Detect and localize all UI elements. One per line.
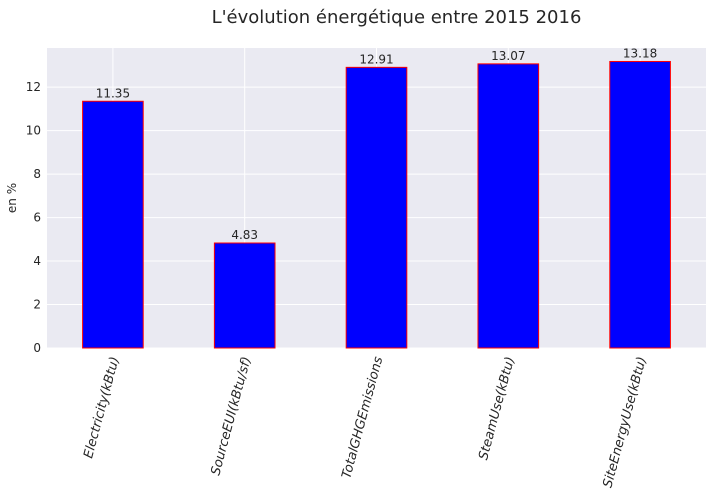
y-tick-label: 10 <box>26 124 41 138</box>
x-tick-label: SteamUse(kBtu) <box>476 355 518 461</box>
bar-value-label: 13.07 <box>491 49 525 63</box>
data-labels: 11.35 4.83 12.91 13.07 13.18 <box>96 46 658 242</box>
bars <box>82 60 671 349</box>
y-tick-label: 12 <box>26 80 41 94</box>
x-tick-label: TotalGHGEmissions <box>339 355 386 480</box>
y-tick-label: 8 <box>33 167 41 181</box>
bar <box>82 100 144 349</box>
y-tick-label: 0 <box>33 341 41 355</box>
y-axis-ticks: 0 2 4 6 8 10 12 <box>26 80 41 355</box>
bar <box>213 242 276 349</box>
y-axis-label: en % <box>5 183 19 213</box>
bar-value-label: 13.18 <box>623 46 657 60</box>
x-axis-ticks: Electricity(kBtu) SourceEUI(kBtu/sf) Total… <box>81 355 650 489</box>
bar-value-label: 11.35 <box>96 86 130 100</box>
chart-title: L'évolution énergétique entre 2015 2016 <box>212 7 582 28</box>
bar <box>477 63 540 349</box>
y-tick-label: 2 <box>33 298 41 312</box>
bar <box>345 66 408 349</box>
x-tick-label: SiteEnergyUse(kBtu) <box>601 355 650 489</box>
bar-value-label: 12.91 <box>359 52 393 66</box>
x-tick-label: Electricity(kBtu) <box>81 355 123 460</box>
y-tick-label: 6 <box>33 211 41 225</box>
y-tick-label: 4 <box>33 254 41 268</box>
bar <box>609 60 671 349</box>
bar-value-label: 4.83 <box>231 228 258 242</box>
x-tick-label: SourceEUI(kBtu/sf) <box>208 355 254 477</box>
